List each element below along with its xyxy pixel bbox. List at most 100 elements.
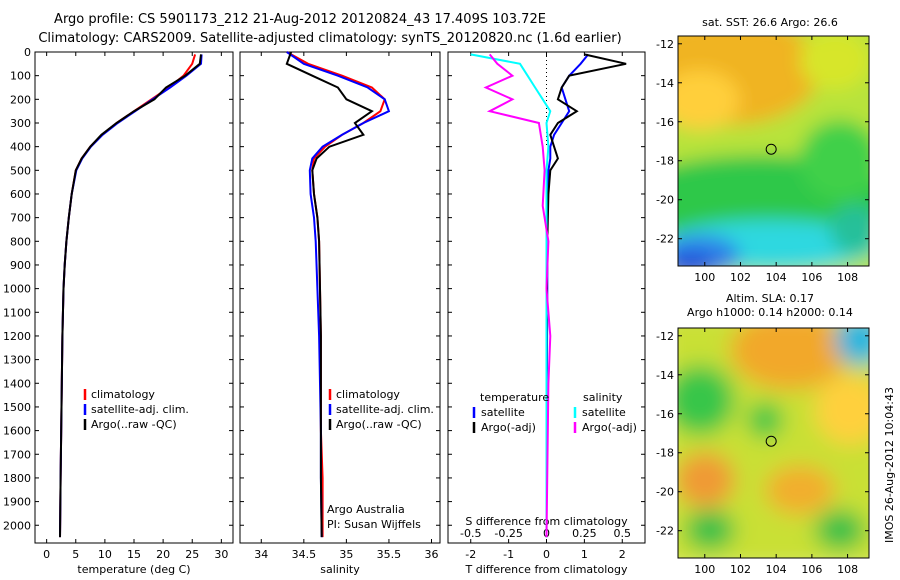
sst_map-ytick-label: -12 [656, 38, 674, 51]
difference-legend-entry: satellite [582, 406, 626, 419]
depth-tick-label: 300 [10, 117, 31, 130]
salinity-series-line [286, 51, 386, 538]
salinity-series-line [286, 51, 391, 538]
difference-legend-entry: Argo(-adj) [481, 421, 536, 434]
sst_map-frame [677, 35, 870, 267]
depth-tick-label: 1100 [3, 306, 31, 319]
sst-map-field [678, 36, 869, 266]
depth-tick-label: 1600 [3, 425, 31, 438]
sst_map-ytick-label: -22 [656, 233, 674, 246]
depth-tick-label: 1800 [3, 472, 31, 485]
difference-series-line [483, 53, 552, 538]
sla_map-xtick-label: 100 [694, 563, 715, 576]
temperature-xtick-label: 10 [98, 548, 112, 561]
sst_map-xtick-label: 106 [801, 271, 822, 284]
sla_map-ytick-label: -12 [656, 330, 674, 343]
sla_map-xtick-label: 106 [801, 563, 822, 576]
imos-timestamp-label: IMOS 26-Aug-2012 10:04:43 [883, 387, 896, 543]
sla_map-ytick-label: -16 [656, 408, 674, 421]
sla_map-ytick-label: -18 [656, 447, 674, 460]
sla_map-ytick-label: -22 [656, 525, 674, 538]
depth-tick-label: 500 [10, 164, 31, 177]
sst_map-ytick-label: -18 [656, 155, 674, 168]
difference-xtick-label: 0 [543, 548, 550, 561]
salinity-xtick-label: 36 [424, 548, 438, 561]
temperature-xtick-label: 15 [127, 548, 141, 561]
sla_map-ytick-label: -20 [656, 486, 674, 499]
salinity-axes-frame [239, 51, 441, 544]
sla-map-field [678, 328, 869, 558]
temperature-xtick-label: 5 [72, 548, 79, 561]
salinity-legend-entry: climatology [336, 388, 400, 401]
depth-tick-label: 1400 [3, 377, 31, 390]
figure-title-line2: Climatology: CARS2009. Satellite-adjuste… [38, 31, 621, 46]
depth-tick-label: 100 [10, 70, 31, 83]
sst_map-ytick-label: -20 [656, 194, 674, 207]
temperature-legend-entry: climatology [91, 388, 155, 401]
salinity-axis-label: salinity [320, 563, 360, 576]
depth-tick-label: 800 [10, 235, 31, 248]
difference-legend-entry: satellite [481, 406, 525, 419]
sla_map-ytick-label: -14 [656, 369, 674, 382]
sst_map-xtick-label: 100 [694, 271, 715, 284]
temperature-diff-axis-label: T difference from climatology [465, 563, 628, 576]
salinity-series-line [285, 51, 374, 538]
sst_map-xtick-label: 108 [837, 271, 858, 284]
salinity-legend-entry: satellite-adj. clim. [336, 403, 434, 416]
sst_map-ytick-label: -14 [656, 77, 674, 90]
difference-legend-entry: Argo(-adj) [582, 421, 637, 434]
figure-title-line1: Argo profile: CS 5901173_212 21-Aug-2012… [54, 12, 546, 27]
depth-tick-label: 200 [10, 93, 31, 106]
sla_map-xtick-label: 104 [766, 563, 787, 576]
temperature-series-line [59, 54, 197, 538]
temperature-legend-entry: satellite-adj. clim. [91, 403, 189, 416]
sla_map-frame [677, 327, 870, 559]
temperature-axes-frame [34, 51, 234, 544]
salinity-diff-tick-label: -0.5 [460, 527, 481, 540]
sst_map-float-marker [765, 143, 777, 155]
salinity-xtick-label: 35 [339, 548, 353, 561]
temperature-xtick-label: 30 [214, 548, 228, 561]
sst_map-ytick-label: -16 [656, 116, 674, 129]
difference-series-line [545, 53, 589, 538]
depth-tick-label: 1700 [3, 448, 31, 461]
sla_map-xtick-label: 102 [730, 563, 751, 576]
salinity-xtick-label: 34 [254, 548, 268, 561]
salinity-legend-entry: Argo(..raw -QC) [336, 418, 422, 431]
depth-tick-label: 1200 [3, 330, 31, 343]
temperature-series-line [59, 54, 203, 538]
sla-map-title: Altim. SLA: 0.17 [726, 292, 814, 305]
salinity-xtick-label: 34.5 [292, 548, 317, 561]
depth-tick-label: 1900 [3, 496, 31, 509]
sla-map-subtitle: Argo h1000: 0.14 h2000: 0.14 [687, 306, 853, 319]
temperature-xtick-label: 25 [185, 548, 199, 561]
sla_map-xtick-label: 108 [837, 563, 858, 576]
temperature-xtick-label: 20 [156, 548, 170, 561]
difference-xtick-label: -1 [503, 548, 514, 561]
depth-tick-label: 400 [10, 141, 31, 154]
salinity-legend-title: salinity [583, 391, 623, 404]
salinity-diff-tick-label: 0.5 [614, 527, 632, 540]
difference-series-line [470, 53, 552, 538]
salinity-xtick-label: 35.5 [377, 548, 402, 561]
depth-tick-label: 1500 [3, 401, 31, 414]
depth-tick-label: 1000 [3, 283, 31, 296]
temperature-axis-label: temperature (deg C) [77, 563, 190, 576]
sst_map-xtick-label: 102 [730, 271, 751, 284]
sst-map-title: sat. SST: 26.6 Argo: 26.6 [702, 16, 838, 29]
temperature-legend-title: temperature [480, 391, 549, 404]
difference-xtick-label: -2 [465, 548, 476, 561]
salinity-diff-tick-label: 0.25 [572, 527, 597, 540]
depth-tick-label: 2000 [3, 519, 31, 532]
temperature-legend-entry: Argo(..raw -QC) [91, 418, 177, 431]
temperature-xtick-label: 0 [43, 548, 50, 561]
depth-tick-label: 700 [10, 212, 31, 225]
sla_map-float-marker [765, 435, 777, 447]
sst_map-xtick-label: 104 [766, 271, 787, 284]
depth-tick-label: 0 [24, 46, 31, 59]
annotation-pi-name: PI: Susan Wijffels [327, 518, 421, 531]
depth-tick-label: 1300 [3, 354, 31, 367]
depth-tick-label: 900 [10, 259, 31, 272]
